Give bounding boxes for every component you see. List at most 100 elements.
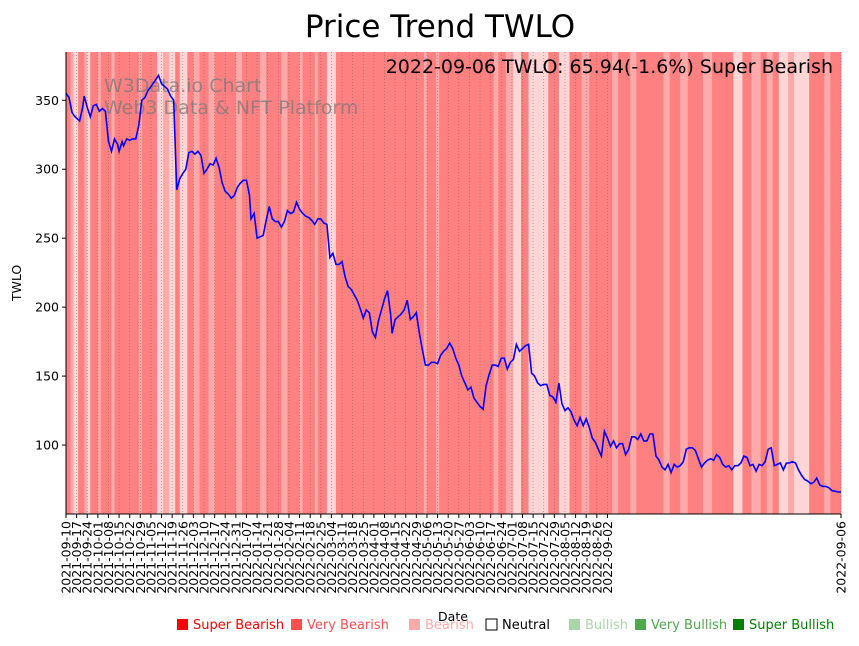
x-tick-label: 2022-08-26	[589, 521, 604, 594]
x-tick-label: 2022-05-20	[441, 521, 456, 594]
sentiment-band	[114, 52, 140, 514]
legend-label: Bearish	[425, 618, 474, 633]
sentiment-band	[70, 52, 74, 514]
x-tick-label: 2022-03-18	[345, 521, 360, 594]
legend-swatch	[485, 618, 498, 631]
sentiment-band	[78, 52, 85, 514]
sentiment-band	[156, 52, 164, 514]
sentiment-band	[187, 52, 194, 514]
sentiment-band	[97, 52, 102, 514]
legend-swatch	[635, 619, 646, 630]
x-tick-label: 2021-10-22	[122, 521, 137, 594]
sentiment-band	[302, 52, 316, 514]
x-tick-label: 2022-01-14	[250, 521, 265, 594]
x-tick-label: 2021-12-10	[197, 521, 212, 594]
legend-label: Very Bearish	[307, 618, 389, 633]
x-tick-label: 2022-01-07	[239, 521, 254, 594]
legend-label: Neutral	[502, 618, 550, 633]
x-tick-label: 2022-04-08	[377, 521, 392, 594]
sentiment-band	[751, 52, 761, 514]
x-tick-label: 2022-02-04	[281, 521, 296, 594]
x-tick-label: 2021-12-03	[186, 521, 201, 594]
x-tick-label: 2022-01-21	[260, 521, 275, 594]
x-tick-label: 2022-02-18	[303, 521, 318, 594]
sentiment-band	[630, 52, 637, 514]
sentiment-band	[581, 52, 590, 514]
sentiment-band	[163, 52, 170, 514]
x-tick-label: 2021-12-31	[228, 521, 243, 594]
sentiment-band	[669, 52, 681, 514]
sentiment-band	[241, 52, 261, 514]
x-tick-label: 2022-03-04	[324, 521, 339, 594]
sentiment-bands	[66, 52, 842, 514]
y-tick-label: 250	[35, 231, 59, 246]
sentiment-band	[141, 52, 158, 514]
sentiment-band	[493, 52, 499, 514]
sentiment-band	[111, 52, 115, 514]
x-tick-label: 2022-09-06	[834, 521, 849, 594]
sentiment-band	[824, 52, 831, 514]
x-tick-label: 2022-02-25	[313, 521, 328, 594]
y-axis-ticks: 100 150 200 250 300 350	[35, 93, 66, 453]
x-tick-label: 2021-09-10	[59, 521, 74, 594]
x-tick-label: 2021-11-26	[175, 521, 190, 594]
sentiment-band	[778, 52, 789, 514]
y-tick-label: 350	[35, 93, 59, 108]
sentiment-band	[742, 52, 752, 514]
latest-price-annotation: 2022-09-06 TWLO: 65.94(-1.6%) Super Bear…	[386, 56, 833, 78]
x-tick-label: 2021-10-29	[133, 521, 148, 594]
sentiment-band	[809, 52, 825, 514]
x-tick-label: 2021-09-24	[80, 521, 95, 594]
x-tick-label: 2021-10-01	[90, 521, 105, 594]
x-tick-label: 2021-11-12	[154, 521, 169, 594]
x-tick-label: 2021-09-17	[69, 521, 84, 594]
x-tick-label: 2022-07-15	[526, 521, 541, 594]
legend-swatch	[569, 619, 580, 630]
x-tick-label: 2022-06-24	[494, 521, 509, 594]
sentiment-band	[175, 52, 181, 514]
x-tick-label: 2022-07-22	[536, 521, 551, 594]
sentiment-band	[281, 52, 288, 514]
x-tick-label: 2021-11-05	[143, 521, 158, 594]
sentiment-band	[830, 52, 842, 514]
x-tick-label: 2022-01-28	[271, 521, 286, 594]
legend-label: Very Bullish	[651, 618, 727, 633]
legend-label: Bullish	[585, 618, 628, 633]
sentiment-band	[760, 52, 767, 514]
x-tick-label: 2022-08-19	[579, 521, 594, 594]
sentiment-band	[335, 52, 425, 514]
sentiment-band	[287, 52, 300, 514]
x-tick-label: 2021-10-08	[101, 521, 116, 594]
x-tick-label: 2022-05-27	[451, 521, 466, 594]
x-tick-label: 2022-08-05	[557, 521, 572, 594]
sentiment-band	[618, 52, 631, 514]
sentiment-band	[100, 52, 112, 514]
x-tick-label: 2022-07-29	[547, 521, 562, 594]
x-axis-label: Date	[438, 609, 468, 624]
sentiment-band	[314, 52, 319, 514]
x-tick-label: 2022-04-01	[366, 521, 381, 594]
sentiment-band	[702, 52, 713, 514]
x-tick-label: 2022-08-12	[568, 521, 583, 594]
legend-swatch	[177, 619, 188, 630]
watermark-line-1: W3Data.io Chart	[104, 75, 261, 97]
axes	[65, 52, 841, 515]
sentiment-band	[66, 52, 71, 514]
sentiment-band	[299, 52, 303, 514]
x-axis-ticks: 2021-09-102021-09-172021-09-242021-10-01…	[59, 514, 849, 594]
sentiment-band	[611, 52, 619, 514]
sentiment-band	[90, 52, 99, 514]
sentiment-band	[636, 52, 664, 514]
x-tick-label: 2022-09-02	[600, 521, 615, 594]
sentiment-band	[766, 52, 774, 514]
sentiment-band	[528, 52, 549, 514]
sentiment-band	[558, 52, 570, 514]
x-tick-label: 2022-04-22	[398, 521, 413, 594]
legend-swatch	[409, 619, 420, 630]
y-tick-label: 100	[35, 438, 59, 453]
x-tick-label: 2022-05-13	[430, 521, 445, 594]
legend-label: Super Bullish	[749, 618, 834, 633]
x-tick-label: 2022-04-15	[388, 521, 403, 594]
price-series-line	[65, 73, 842, 493]
x-tick-label: 2021-11-19	[165, 521, 180, 594]
